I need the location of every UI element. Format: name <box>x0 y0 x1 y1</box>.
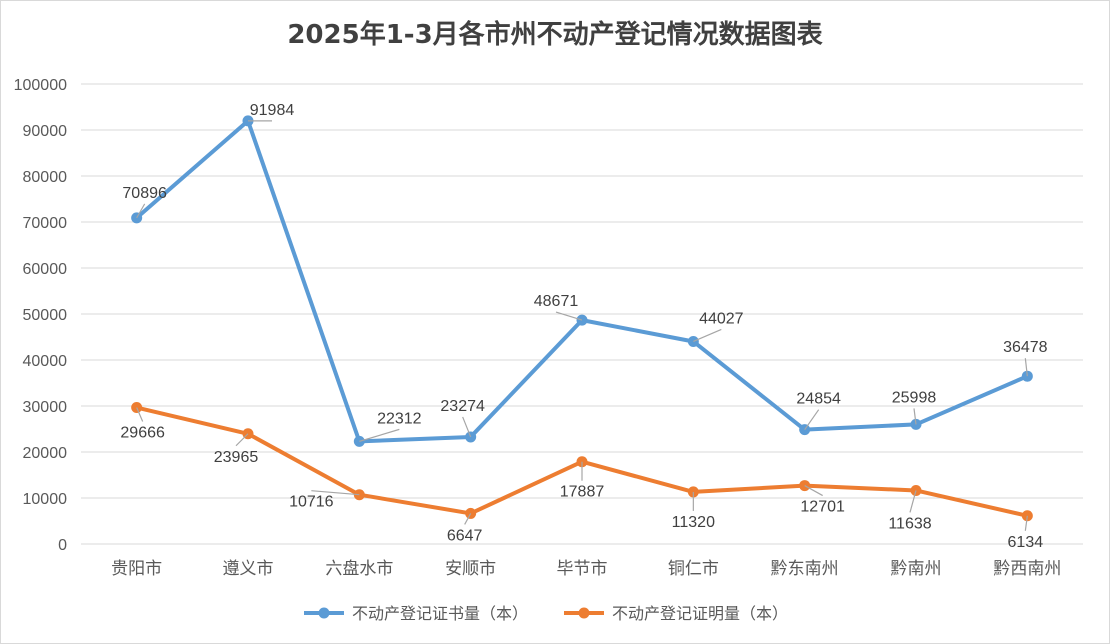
legend-marker <box>318 607 330 619</box>
leader-line <box>1024 358 1028 377</box>
data-labels: 70896 91984 22312 23274 48671 44027 24854 25998… <box>120 102 1047 551</box>
data-label: 25998 <box>892 389 937 406</box>
y-axis-ticks: 0 10000 20000 30000 40000 50000 60000 70000 8000… <box>14 77 67 554</box>
legend-label: 不动产登记证明量（本） <box>612 604 788 623</box>
data-label: 6134 <box>1008 534 1044 551</box>
leader-line <box>909 490 917 513</box>
y-tick-label: 80000 <box>23 169 68 186</box>
x-tick-label: 六盘水市 <box>325 559 393 579</box>
x-tick-label: 贵阳市 <box>111 559 162 579</box>
leader-line <box>235 433 249 447</box>
y-tick-label: 70000 <box>23 215 68 232</box>
chart-title: 2025年1-3月各市州不动产登记情况数据图表 <box>287 19 823 50</box>
data-label: 48671 <box>534 293 579 310</box>
label-leader-lines <box>136 120 1028 531</box>
leader-line <box>464 513 472 525</box>
leader-line <box>1024 515 1028 531</box>
x-axis-ticks: 贵阳市 遵义市 六盘水市 安顺市 毕节市 铜仁市 黔东南州 黔南州 黔西南州 <box>111 559 1061 579</box>
y-tick-label: 60000 <box>23 261 68 278</box>
leader-line <box>913 408 917 425</box>
legend-marker <box>578 607 590 619</box>
data-label: 6647 <box>447 527 483 544</box>
x-tick-label: 遵义市 <box>223 559 274 579</box>
x-tick-label: 黔南州 <box>891 559 942 579</box>
data-label: 17887 <box>560 484 605 501</box>
data-label: 29666 <box>120 425 165 442</box>
data-label: 23965 <box>214 449 259 466</box>
leader-line <box>555 311 583 321</box>
data-label: 91984 <box>250 102 295 119</box>
leader-line <box>136 203 146 219</box>
data-label: 11638 <box>888 515 931 532</box>
leader-line <box>359 428 400 442</box>
data-label: 11320 <box>672 514 715 531</box>
leader-line <box>462 416 472 438</box>
gridlines <box>81 83 1083 545</box>
y-tick-label: 0 <box>58 537 67 554</box>
x-tick-label: 黔西南州 <box>993 559 1061 579</box>
data-label: 70896 <box>122 185 167 202</box>
x-tick-label: 黔东南州 <box>771 559 839 579</box>
legend-label: 不动产登记证书量（本） <box>352 604 528 623</box>
data-label: 24854 <box>796 391 841 408</box>
data-label: 12701 <box>800 499 845 516</box>
leader-line <box>693 328 722 343</box>
legend-item[interactable]: 不动产登记证明量（本） <box>564 604 788 623</box>
data-label: 36478 <box>1003 339 1048 356</box>
data-label: 22312 <box>377 410 422 427</box>
y-tick-label: 10000 <box>23 491 68 508</box>
y-tick-label: 50000 <box>23 307 68 324</box>
legend[interactable]: 不动产登记证书量（本） 不动产登记证明量（本） <box>304 604 788 623</box>
y-tick-label: 100000 <box>14 77 67 94</box>
leader-line <box>136 407 144 422</box>
x-tick-label: 安顺市 <box>445 559 496 579</box>
y-tick-label: 40000 <box>23 353 68 370</box>
data-label: 44027 <box>699 310 744 327</box>
data-label: 23274 <box>440 398 485 415</box>
leader-line <box>311 490 360 496</box>
legend-item[interactable]: 不动产登记证书量（本） <box>304 604 528 623</box>
leader-line <box>804 409 820 431</box>
y-tick-label: 90000 <box>23 123 68 140</box>
x-tick-label: 铜仁市 <box>668 559 719 579</box>
data-label: 10716 <box>289 494 334 511</box>
y-tick-label: 20000 <box>23 445 68 462</box>
leader-line <box>804 485 823 497</box>
x-tick-label: 毕节市 <box>557 559 608 579</box>
y-tick-label: 30000 <box>23 399 68 416</box>
